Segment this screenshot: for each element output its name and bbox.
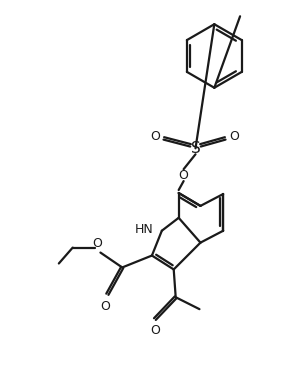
Text: S: S — [191, 141, 200, 156]
Text: O: O — [229, 130, 239, 143]
Text: O: O — [179, 169, 188, 182]
Text: O: O — [150, 325, 160, 338]
Text: O: O — [101, 300, 110, 313]
Text: HN: HN — [135, 223, 154, 236]
Text: O: O — [150, 130, 160, 143]
Text: O: O — [92, 237, 102, 250]
